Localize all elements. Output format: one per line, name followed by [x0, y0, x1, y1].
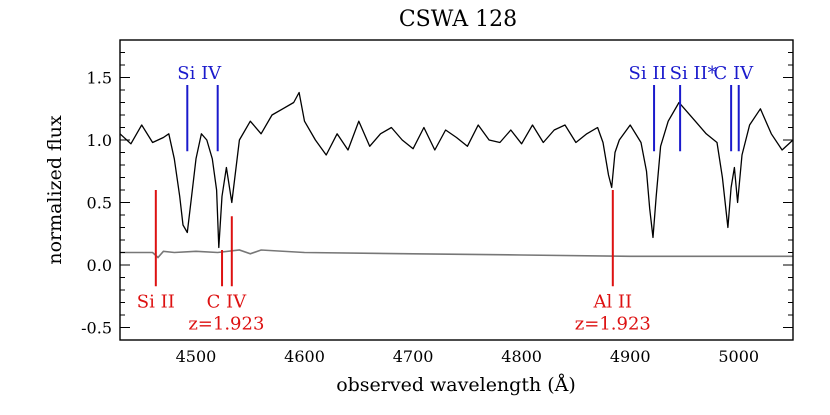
- y-tick-label: 0.0: [87, 256, 112, 275]
- x-tick-label: 5000: [718, 347, 759, 366]
- redshift-label: z=1.923: [188, 313, 264, 334]
- y-tick-label: 1.0: [87, 131, 112, 150]
- y-tick-label: 1.5: [87, 69, 112, 88]
- blue-line-label: Si II: [629, 63, 667, 84]
- axis-ticks: 4500 4600 4700 4800 4900 5000 -0.5 0.0 0.5 1.0 1.5: [81, 39, 793, 366]
- y-tick-label: 0.5: [87, 194, 112, 213]
- flux-spectrum-line: [119, 91, 794, 249]
- red-line-label: Si II: [137, 291, 175, 312]
- x-axis-title: observed wavelength (Å): [336, 374, 576, 396]
- y-tick-label: -0.5: [81, 319, 112, 338]
- x-tick-label: 4500: [176, 347, 217, 366]
- redshift-label: z=1.923: [575, 313, 651, 334]
- x-tick-label: 4700: [393, 347, 434, 366]
- x-tick-label: 4900: [610, 347, 651, 366]
- blue-line-label: Si II*: [670, 63, 717, 84]
- x-tick-label: 4800: [501, 347, 542, 366]
- plot-frame: [119, 39, 794, 341]
- red-line-label: C IV: [207, 291, 248, 312]
- red-line-label: Al II: [592, 291, 632, 312]
- blue-line-label: C IV: [713, 63, 754, 84]
- chart-title: CSWA 128: [399, 7, 517, 32]
- x-tick-label: 4600: [284, 347, 325, 366]
- blue-line-label: Si IV: [177, 63, 222, 84]
- y-axis-title: normalized flux: [44, 115, 66, 265]
- error-spectrum-line: [120, 249, 793, 259]
